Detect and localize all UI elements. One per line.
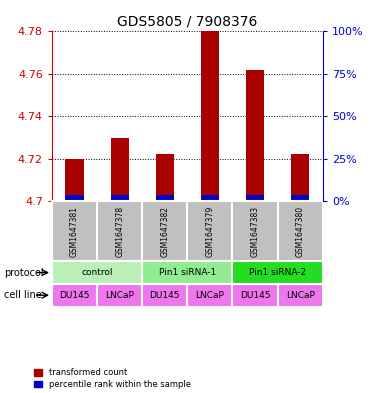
Bar bbox=[111, 195, 129, 201]
Bar bbox=[291, 195, 309, 201]
Bar bbox=[233, 284, 278, 307]
Bar bbox=[246, 195, 264, 201]
Bar bbox=[201, 195, 219, 201]
Bar bbox=[156, 154, 174, 201]
Bar bbox=[52, 284, 97, 307]
Bar bbox=[187, 201, 233, 261]
Bar bbox=[142, 201, 187, 261]
Bar bbox=[52, 261, 142, 284]
Bar bbox=[97, 201, 142, 261]
Text: GSM1647378: GSM1647378 bbox=[115, 206, 124, 257]
Text: LNCaP: LNCaP bbox=[286, 291, 315, 300]
Bar bbox=[278, 284, 323, 307]
Text: DU145: DU145 bbox=[150, 291, 180, 300]
Bar bbox=[66, 159, 83, 201]
Bar bbox=[187, 284, 233, 307]
Text: protocol: protocol bbox=[4, 268, 43, 277]
Text: GSM1647382: GSM1647382 bbox=[160, 206, 169, 257]
Text: DU145: DU145 bbox=[240, 291, 270, 300]
Bar bbox=[52, 201, 97, 261]
Text: LNCaP: LNCaP bbox=[196, 291, 224, 300]
Title: GDS5805 / 7908376: GDS5805 / 7908376 bbox=[117, 15, 257, 29]
Bar bbox=[142, 261, 233, 284]
Text: GSM1647380: GSM1647380 bbox=[296, 206, 305, 257]
Text: control: control bbox=[81, 268, 113, 277]
Text: GSM1647381: GSM1647381 bbox=[70, 206, 79, 257]
Bar bbox=[278, 201, 323, 261]
Bar bbox=[246, 70, 264, 201]
Bar bbox=[156, 195, 174, 201]
Text: cell line: cell line bbox=[4, 290, 42, 300]
Text: Pin1 siRNA-1: Pin1 siRNA-1 bbox=[159, 268, 216, 277]
Bar bbox=[233, 261, 323, 284]
Text: Pin1 siRNA-2: Pin1 siRNA-2 bbox=[249, 268, 306, 277]
Legend: transformed count, percentile rank within the sample: transformed count, percentile rank withi… bbox=[34, 368, 191, 389]
Text: GSM1647383: GSM1647383 bbox=[250, 206, 260, 257]
Bar bbox=[201, 31, 219, 201]
Bar bbox=[233, 201, 278, 261]
Text: LNCaP: LNCaP bbox=[105, 291, 134, 300]
Bar bbox=[142, 284, 187, 307]
Bar bbox=[291, 154, 309, 201]
Bar bbox=[111, 138, 129, 201]
Text: DU145: DU145 bbox=[59, 291, 90, 300]
Text: GSM1647379: GSM1647379 bbox=[206, 206, 214, 257]
Bar bbox=[97, 284, 142, 307]
Bar bbox=[66, 195, 83, 201]
